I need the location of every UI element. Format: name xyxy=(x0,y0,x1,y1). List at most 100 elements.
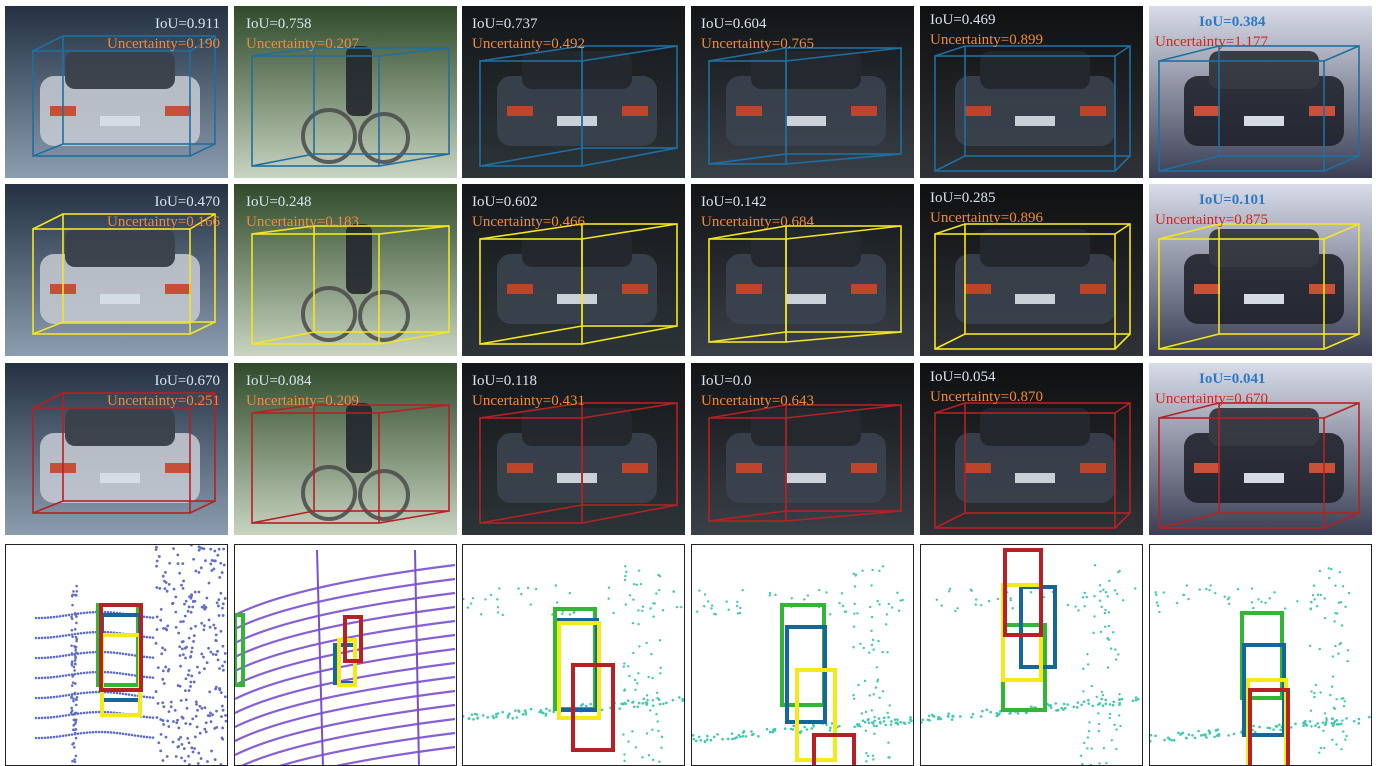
predicted-3d-box xyxy=(708,225,902,343)
vehicle-silhouette xyxy=(301,224,410,342)
iou-label: IoU=0.248 xyxy=(246,194,312,210)
photo-image xyxy=(920,184,1143,356)
photo-cell: IoU=0.285 Uncertainty=0.896 xyxy=(920,184,1143,356)
vehicle-silhouette xyxy=(955,51,1115,146)
uncertainty-label: Uncertainty=0.431 xyxy=(472,393,586,409)
method-a-box xyxy=(100,613,142,702)
photo-image xyxy=(1149,184,1372,356)
method-c-box xyxy=(99,603,143,692)
method-c-box xyxy=(571,663,615,752)
method-c-box xyxy=(1248,688,1290,765)
iou-label: IoU=0.041 xyxy=(1199,371,1266,387)
uncertainty-label: Uncertainty=0.166 xyxy=(106,214,220,230)
iou-label: IoU=0.470 xyxy=(154,194,220,210)
vehicle-silhouette xyxy=(726,229,886,324)
vehicle-silhouette xyxy=(301,46,410,164)
photo-cell: IoU=0.041 Uncertainty=0.670 xyxy=(1149,363,1372,535)
iou-label: IoU=0.602 xyxy=(472,194,538,210)
photo-cell: IoU=0.602 Uncertainty=0.466 xyxy=(462,184,685,356)
predicted-3d-box xyxy=(251,404,450,524)
lidar-points xyxy=(692,565,913,763)
uncertainty-label: Uncertainty=0.870 xyxy=(930,389,1044,405)
iou-label: IoU=0.054 xyxy=(930,369,996,385)
predicted-3d-box xyxy=(251,225,450,345)
uncertainty-label: Uncertainty=0.251 xyxy=(106,393,220,409)
predicted-3d-box xyxy=(934,223,1131,350)
photo-image xyxy=(5,363,228,535)
method-a-box xyxy=(785,625,827,724)
photo-cell: IoU=0.0 Uncertainty=0.643 xyxy=(691,363,914,535)
uncertainty-label: Uncertainty=0.896 xyxy=(930,210,1044,226)
predicted-3d-box xyxy=(251,47,450,167)
photo-image xyxy=(5,6,228,178)
predicted-3d-box xyxy=(479,402,678,524)
uncertainty-label: Uncertainty=0.207 xyxy=(246,36,360,52)
uncertainty-label: Uncertainty=0.670 xyxy=(1155,391,1269,407)
method-c-box xyxy=(812,733,856,765)
lidar-bev-cell xyxy=(1149,544,1372,766)
predicted-3d-box xyxy=(32,392,216,514)
photo-image xyxy=(920,6,1143,178)
photo-image xyxy=(234,184,457,356)
method-c-box xyxy=(343,615,363,663)
method-c-box xyxy=(1003,548,1043,637)
photo-cell: IoU=0.469 Uncertainty=0.899 xyxy=(920,6,1143,178)
lidar-points xyxy=(1150,567,1371,754)
photo-cell: IoU=0.758 Uncertainty=0.207 xyxy=(234,6,457,178)
iou-label: IoU=0.101 xyxy=(1199,192,1266,208)
photo-image xyxy=(691,363,914,535)
lidar-points xyxy=(34,545,227,765)
uncertainty-label: Uncertainty=0.899 xyxy=(930,32,1044,48)
uncertainty-label: Uncertainty=0.209 xyxy=(246,393,360,409)
predicted-3d-box xyxy=(708,404,902,522)
predicted-3d-box xyxy=(934,402,1131,529)
lidar-point-cloud xyxy=(921,548,1140,765)
vehicle-silhouette xyxy=(301,403,410,521)
vehicle-silhouette xyxy=(40,51,200,146)
photo-image xyxy=(1149,6,1372,178)
iou-label: IoU=0.604 xyxy=(701,16,767,32)
lidar-bev-cell xyxy=(691,544,914,766)
photo-cell: IoU=0.604 Uncertainty=0.765 xyxy=(691,6,914,178)
photo-image xyxy=(5,184,228,356)
predicted-3d-box xyxy=(708,47,902,165)
iou-label: IoU=0.384 xyxy=(1199,14,1266,30)
uncertainty-label: Uncertainty=0.466 xyxy=(472,214,586,230)
iou-label: IoU=0.285 xyxy=(930,190,996,206)
photo-image xyxy=(462,363,685,535)
photo-cell: IoU=0.670 Uncertainty=0.251 xyxy=(5,363,228,535)
photo-image xyxy=(462,6,685,178)
uncertainty-label: Uncertainty=0.183 xyxy=(246,214,360,230)
uncertainty-label: Uncertainty=0.643 xyxy=(701,393,815,409)
iou-label: IoU=0.142 xyxy=(701,194,767,210)
uncertainty-label: Uncertainty=0.492 xyxy=(472,36,586,52)
predicted-3d-box xyxy=(1158,402,1360,529)
photo-cell: IoU=0.248 Uncertainty=0.183 xyxy=(234,184,457,356)
predicted-3d-box xyxy=(1158,223,1360,350)
iou-label: IoU=0.670 xyxy=(154,373,220,389)
iou-label: IoU=0.0 xyxy=(701,373,752,389)
uncertainty-label: Uncertainty=1.177 xyxy=(1155,34,1269,50)
predicted-3d-box xyxy=(32,35,216,157)
lidar-point-cloud xyxy=(235,549,456,765)
photo-image xyxy=(1149,363,1372,535)
photo-cell: IoU=0.911 Uncertainty=0.190 xyxy=(5,6,228,178)
photo-image xyxy=(234,6,457,178)
photo-cell: IoU=0.118 Uncertainty=0.431 xyxy=(462,363,685,535)
lidar-bev-cell xyxy=(920,544,1143,766)
photo-cell: IoU=0.084 Uncertainty=0.209 xyxy=(234,363,457,535)
vehicle-silhouette xyxy=(726,51,886,146)
photo-cell: IoU=0.054 Uncertainty=0.870 xyxy=(920,363,1143,535)
uncertainty-label: Uncertainty=0.190 xyxy=(106,36,220,52)
vehicle-silhouette xyxy=(40,408,200,503)
iou-label: IoU=0.737 xyxy=(472,16,538,32)
uncertainty-label: Uncertainty=0.765 xyxy=(701,36,815,52)
photo-cell: IoU=0.101 Uncertainty=0.875 xyxy=(1149,184,1372,356)
lidar-point-cloud xyxy=(1150,567,1371,765)
lidar-bev-cell xyxy=(5,544,228,766)
photo-image xyxy=(920,363,1143,535)
photo-image xyxy=(691,184,914,356)
photo-cell: IoU=0.384 Uncertainty=1.177 xyxy=(1149,6,1372,178)
photo-cell: IoU=0.142 Uncertainty=0.684 xyxy=(691,184,914,356)
